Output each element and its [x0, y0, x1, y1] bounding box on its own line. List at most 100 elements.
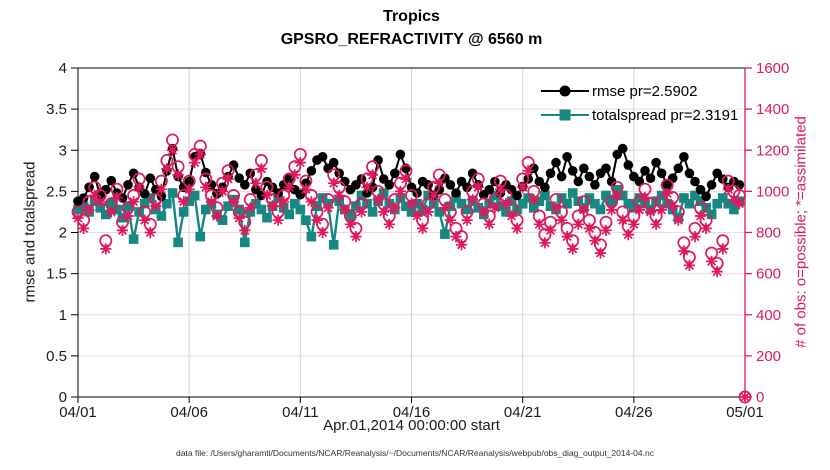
spread-marker [723, 198, 734, 209]
assimilated-marker [383, 218, 395, 230]
rmse-marker [617, 143, 628, 154]
y-tick-left-label: 1 [59, 307, 67, 324]
spread-marker [534, 196, 545, 206]
y-tick-right-label: 1400 [756, 101, 789, 118]
spread-marker [256, 204, 267, 215]
chart-title: Tropics [383, 8, 440, 25]
assimilated-marker [400, 173, 412, 185]
assimilated-marker [200, 181, 212, 193]
spread-marker [278, 203, 289, 213]
rmse-marker [584, 171, 595, 182]
spread-marker [106, 198, 117, 209]
assimilated-marker [583, 222, 595, 234]
rmse-marker [317, 152, 328, 162]
spread-marker [684, 198, 695, 209]
spread-marker [523, 193, 533, 203]
assimilated-marker [544, 224, 557, 236]
rmse-marker [684, 168, 695, 179]
rmse-marker [623, 160, 634, 170]
assimilated-marker [150, 200, 162, 212]
rmse-marker [395, 149, 406, 160]
y-tick-right-label: 1600 [756, 60, 789, 77]
assimilated-marker [100, 243, 112, 255]
spread-marker [567, 188, 578, 198]
rmse-marker [512, 190, 522, 201]
spread-marker [345, 211, 356, 221]
spread-marker [101, 209, 111, 220]
spread-marker [690, 190, 700, 201]
spread-marker [679, 193, 689, 203]
rmse-marker [89, 171, 100, 182]
rmse-marker [679, 152, 689, 162]
assimilated-marker [461, 214, 473, 226]
assimilated-marker [294, 157, 306, 169]
spread-marker [401, 201, 411, 211]
rmse-marker [123, 180, 133, 190]
spread-marker [695, 196, 706, 206]
assimilated-marker [556, 214, 568, 226]
rmse-marker [340, 176, 350, 187]
spread-marker [251, 198, 261, 209]
legend-item-rmse: rmse pr=2.5902 [541, 79, 738, 103]
x-tick-label: 04/06 [170, 404, 208, 421]
assimilated-marker [328, 177, 340, 189]
assimilated-marker [250, 177, 262, 189]
rmse-marker [445, 180, 456, 190]
spread-marker [545, 201, 556, 211]
y-tick-left-label: 2.5 [46, 183, 67, 200]
x-tick-label: 05/01 [726, 404, 764, 421]
spread-marker [306, 231, 317, 242]
rmse-marker [656, 168, 667, 179]
y-tick-left-label: 3 [59, 142, 67, 159]
assimilated-marker [561, 231, 573, 243]
y-tick-right-label: 0 [756, 389, 764, 406]
assimilated-marker [333, 189, 345, 202]
assimilated-marker [683, 259, 695, 271]
spread-marker [623, 198, 634, 209]
assimilated-marker [489, 202, 501, 214]
rmse-marker [78, 193, 89, 203]
spread-marker [712, 198, 722, 209]
spread-marker [223, 201, 233, 211]
assimilated-marker [361, 181, 373, 193]
rmse-marker [606, 176, 617, 187]
rmse-marker [467, 168, 478, 179]
spread-marker [490, 190, 500, 201]
assimilated-marker [472, 181, 484, 193]
spread-marker [473, 203, 483, 213]
assimilated-marker [622, 229, 634, 241]
rmse-marker [701, 191, 711, 202]
x-tick-label: 04/16 [393, 404, 431, 421]
spread-marker [584, 193, 595, 203]
assimilated-marker [72, 212, 84, 224]
rmse-marker [240, 180, 250, 190]
legend-item-totalspread: totalspread pr=2.3191 [541, 103, 738, 127]
spread-marker [173, 237, 183, 248]
spread-marker [167, 188, 178, 198]
spread-marker [217, 215, 228, 225]
rmse-marker [690, 176, 700, 187]
spread-marker [718, 193, 728, 203]
rmse-marker [451, 188, 461, 198]
assimilated-marker [506, 210, 518, 222]
assimilated-marker [633, 204, 645, 216]
assimilated-marker [211, 210, 223, 222]
assimilated-marker [166, 144, 179, 156]
assimilated-marker [355, 206, 368, 218]
spread-marker [501, 207, 511, 217]
spread-marker [78, 201, 89, 211]
rmse-marker [590, 180, 600, 190]
rmse-marker [551, 157, 561, 168]
spread-marker [629, 203, 639, 213]
assimilated-marker [189, 157, 201, 169]
spread-marker [156, 211, 167, 221]
y-tick-right-label: 1000 [756, 183, 789, 200]
assimilated-marker [517, 181, 529, 193]
assimilated-marker [689, 231, 701, 243]
rmse-marker [156, 191, 167, 202]
assimilated-marker [305, 196, 317, 208]
assimilated-marker [589, 235, 601, 247]
rmse-marker [328, 157, 339, 168]
assimilated-marker [94, 196, 106, 208]
rmse-marker [228, 160, 239, 170]
